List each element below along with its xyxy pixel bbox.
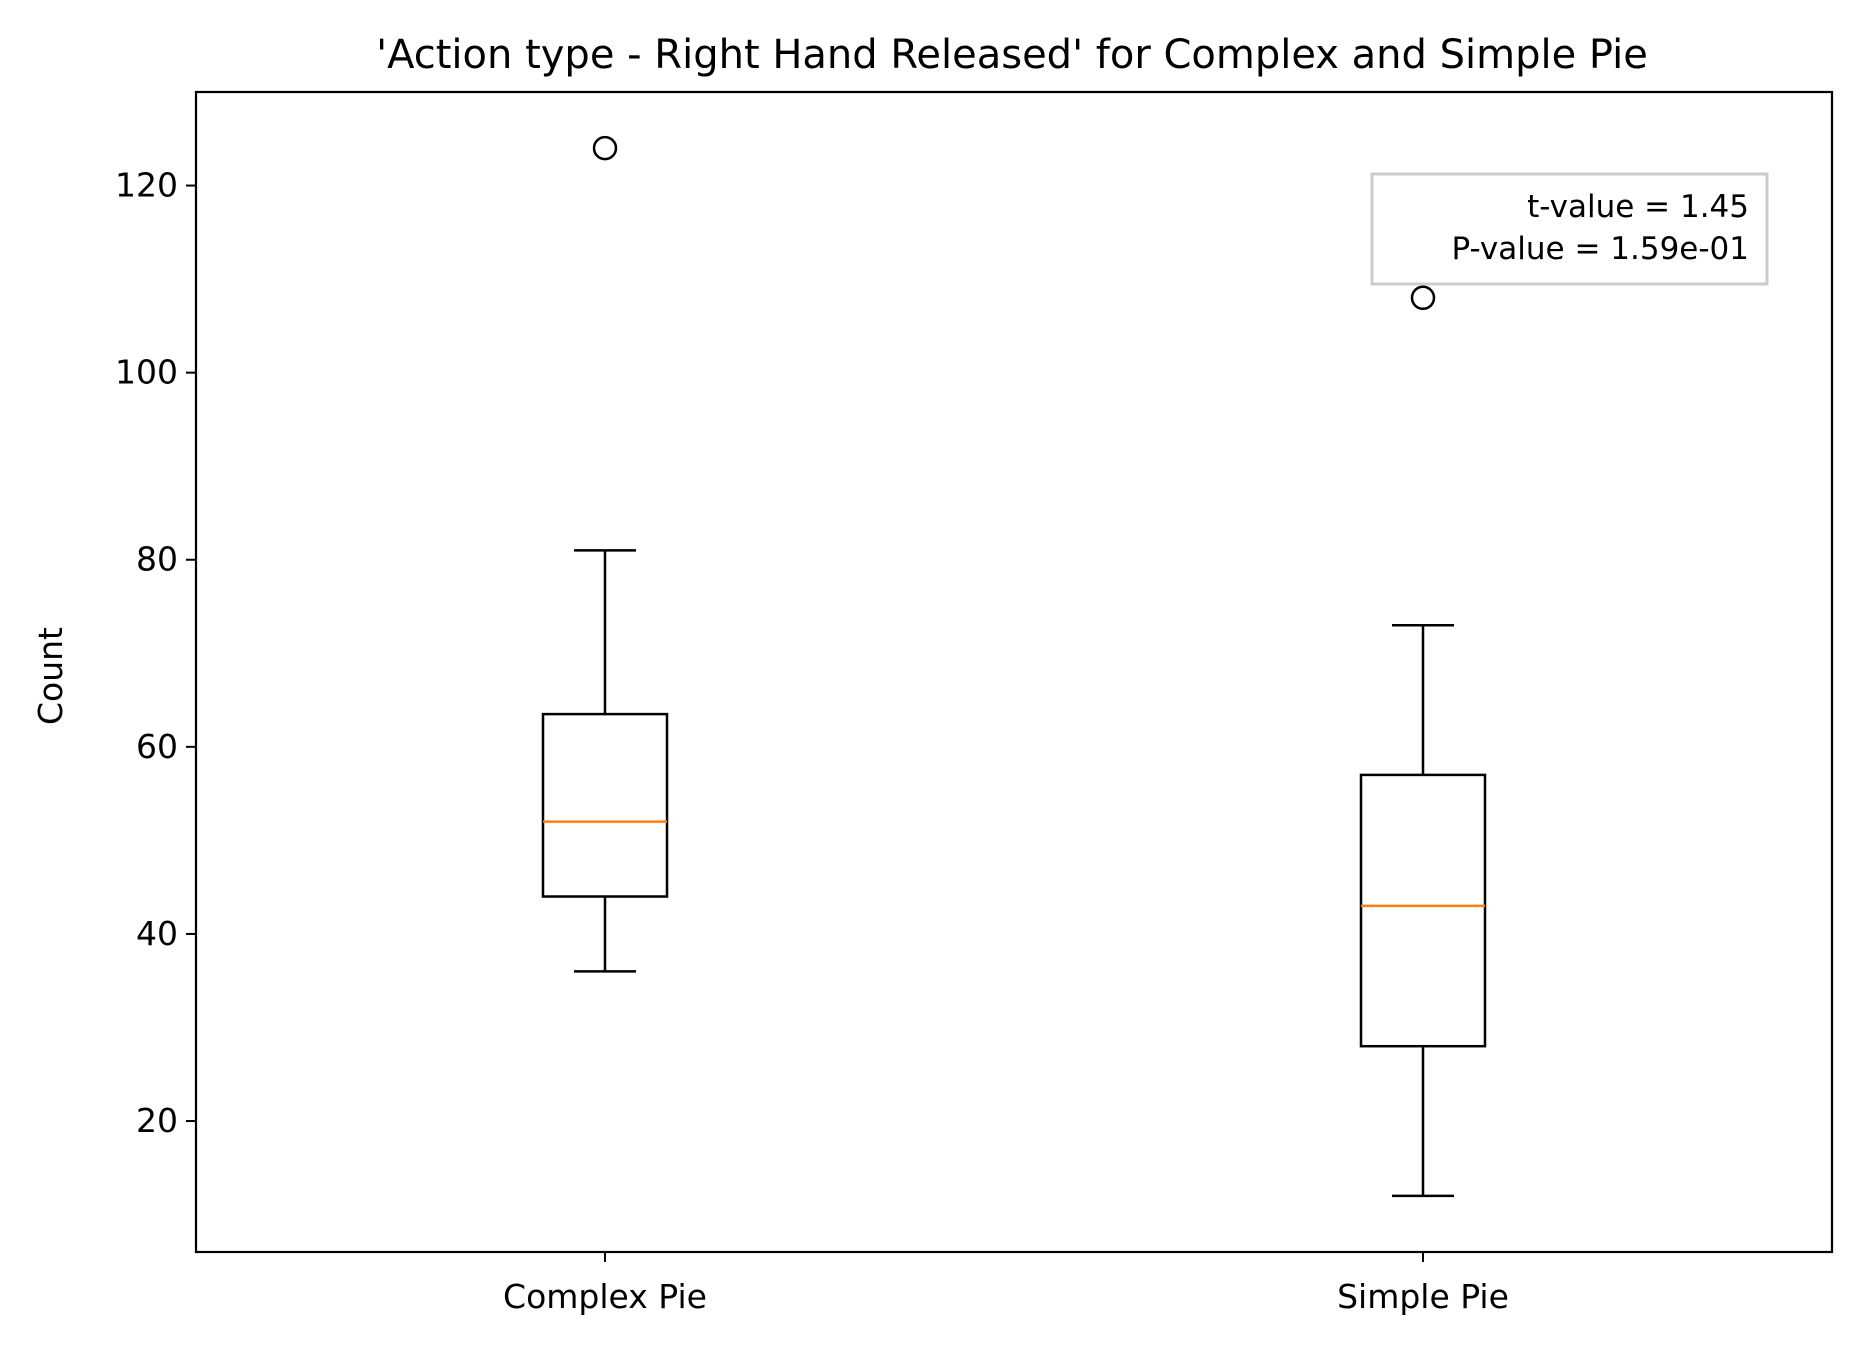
p-value-text: P-value = 1.59e-01: [1452, 231, 1749, 267]
outlier-point: [1410, 285, 1436, 311]
y-tick-label: 100: [115, 353, 178, 392]
t-value-text: t-value = 1.45: [1527, 189, 1749, 225]
y-tick-label: 60: [136, 727, 178, 766]
x-tick-label: Simple Pie: [1337, 1277, 1509, 1316]
y-axis-label: Count: [31, 627, 70, 725]
iqr-box: [541, 712, 669, 898]
plot-area: 20 40 60 80 100 120 Complex Pie Simple Pie: [115, 135, 1509, 1316]
plot-frame: [194, 90, 1834, 1254]
y-tick-label: 120: [115, 166, 178, 205]
x-tick-label: Complex Pie: [503, 1277, 707, 1316]
stats-annotation-box: t-value = 1.45 P-value = 1.59e-01: [1370, 172, 1769, 286]
chart-title: 'Action type - Right Hand Released' for …: [376, 32, 1648, 78]
iqr-box: [1359, 773, 1487, 1048]
outlier-point: [592, 135, 618, 161]
y-tick-label: 40: [136, 914, 178, 953]
y-tick-label: 20: [136, 1101, 178, 1140]
y-tick-label: 80: [136, 540, 178, 579]
stats-annotation-frame: [1370, 172, 1769, 286]
